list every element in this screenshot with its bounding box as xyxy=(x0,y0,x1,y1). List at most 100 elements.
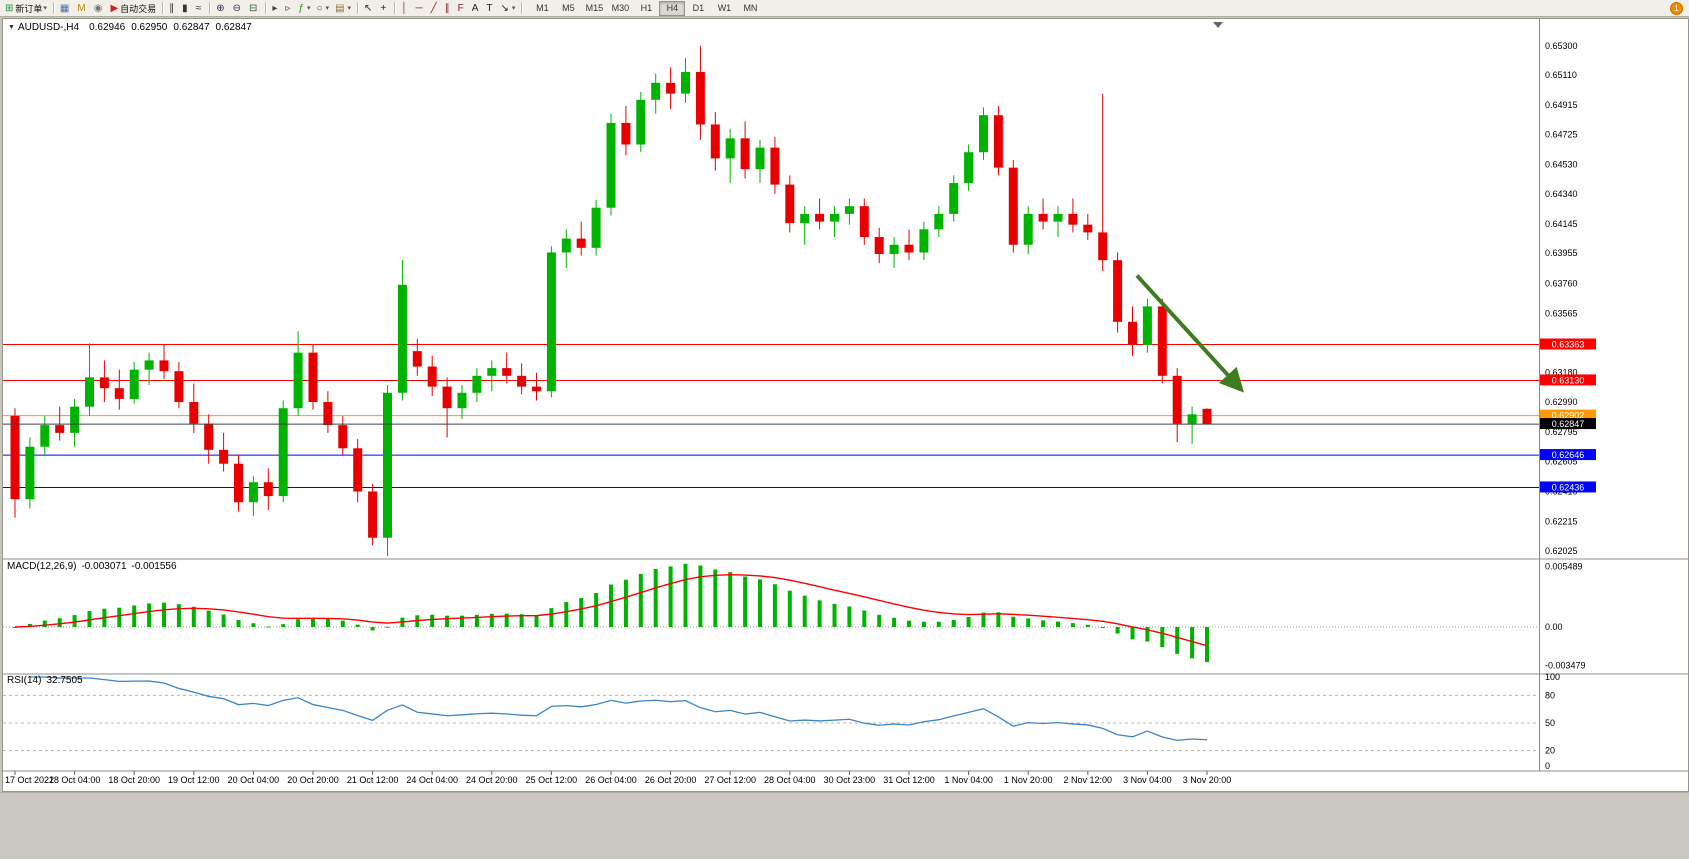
notification-badge[interactable]: 1 xyxy=(1670,1,1683,15)
toolbar: ⊞ 新订单 ▾ ▦ M ◉ ▶ 自动交易 ∥ ▮ ≈ ⊕ ⊖ ⊟ ▸ ▹ ƒ ▾ ○ ▾ ▤ ▾ ↖ + │ ─ ╱ ∥ F A T ↘ ▾ M1… xyxy=(0,0,1689,17)
trend-arrow[interactable] xyxy=(1135,274,1244,393)
timeframe-m30[interactable]: M30 xyxy=(611,2,630,13)
svg-text:3 Nov 04:00: 3 Nov 04:00 xyxy=(1123,775,1172,785)
svg-text:-0.003479: -0.003479 xyxy=(1545,660,1586,670)
equidistant-channel-icon[interactable]: ∥ xyxy=(442,1,455,15)
svg-text:80: 80 xyxy=(1545,690,1555,700)
candle-body xyxy=(204,423,214,450)
hline-price-tag xyxy=(1540,449,1596,461)
candle-body xyxy=(606,122,616,208)
svg-text:0.62795: 0.62795 xyxy=(1545,427,1578,437)
candle-body xyxy=(472,375,482,393)
timeframe-w1[interactable]: W1 xyxy=(717,2,732,13)
chart-window: 0.65300 0.65110 0.64915 0.64725 0.64530 0.643… xyxy=(2,18,1689,792)
timeframe-d1[interactable]: D1 xyxy=(692,2,705,13)
tile-windows-icon[interactable]: ⊟ xyxy=(246,1,262,15)
candle-body xyxy=(263,482,273,497)
arrows-icon[interactable]: ↘ ▾ xyxy=(498,1,519,15)
candle-body xyxy=(710,124,720,159)
candle-body xyxy=(1157,306,1167,376)
alerts-icon[interactable]: ◉ xyxy=(91,1,108,15)
chevron-down-icon[interactable]: ▾ xyxy=(43,5,47,12)
new-order-button[interactable]: ⊞ 新订单 ▾ xyxy=(2,1,50,15)
templates-icon[interactable]: ▤ ▾ xyxy=(332,1,354,15)
candle-body xyxy=(666,82,676,94)
svg-text:1 Nov 04:00: 1 Nov 04:00 xyxy=(944,775,993,785)
candlesticks xyxy=(10,45,1212,557)
chart-canvas[interactable]: 0.65300 0.65110 0.64915 0.64725 0.64530 0.643… xyxy=(3,19,1688,791)
status-area xyxy=(0,792,1689,859)
timeframe-m5[interactable]: M5 xyxy=(562,2,575,13)
toolbar-separator xyxy=(521,2,523,14)
macd-signal-line xyxy=(14,573,1208,647)
svg-text:0.62605: 0.62605 xyxy=(1545,456,1578,466)
cursor-icon[interactable]: ↖ xyxy=(361,1,377,15)
timeframe-m1[interactable]: M1 xyxy=(536,2,549,13)
auto-scroll-icon[interactable]: ▸ xyxy=(269,1,282,15)
candle-body xyxy=(576,238,586,248)
periods-icon[interactable]: ○ ▾ xyxy=(314,1,333,15)
candle-body xyxy=(1038,213,1048,222)
candle-body xyxy=(651,82,661,100)
candlestick-chart-icon: ▮ xyxy=(182,2,188,14)
svg-text:2 Nov 12:00: 2 Nov 12:00 xyxy=(1064,775,1113,785)
bar-chart-icon[interactable]: ∥ xyxy=(166,1,179,15)
timeframe-h4[interactable]: H4 xyxy=(659,0,686,16)
svg-text:0.63565: 0.63565 xyxy=(1545,308,1578,318)
autotrading-button[interactable]: ▶ 自动交易 xyxy=(107,1,159,15)
candle-body xyxy=(830,213,839,222)
text-icon[interactable]: A xyxy=(469,1,484,15)
candle-body xyxy=(442,386,452,409)
candle-body xyxy=(815,213,825,222)
candle-body xyxy=(755,147,765,170)
svg-text:0.62215: 0.62215 xyxy=(1545,517,1578,527)
vertical-line-icon: │ xyxy=(401,2,408,14)
svg-text:0.64145: 0.64145 xyxy=(1545,219,1578,229)
metaeditor-icon[interactable]: M xyxy=(74,1,90,15)
timeframe-mn[interactable]: MN xyxy=(743,2,758,13)
svg-text:0.64915: 0.64915 xyxy=(1545,100,1578,110)
toolbar-separator xyxy=(162,2,164,14)
svg-text:28 Oct 04:00: 28 Oct 04:00 xyxy=(764,775,816,785)
svg-text:24 Oct 20:00: 24 Oct 20:00 xyxy=(466,775,518,785)
zoom-in-icon[interactable]: ⊕ xyxy=(213,1,229,15)
svg-text:17 Oct 2022: 17 Oct 2022 xyxy=(5,775,54,785)
fibonacci-icon[interactable]: F xyxy=(455,1,469,15)
svg-text:0.62436: 0.62436 xyxy=(1552,482,1585,492)
candle-body xyxy=(844,206,854,214)
chart-shift-marker[interactable] xyxy=(1213,22,1223,28)
candle-body xyxy=(546,252,556,392)
chevron-down-icon[interactable]: ▾ xyxy=(306,5,311,12)
candle-body xyxy=(740,138,750,170)
trendline-icon[interactable]: ╱ xyxy=(428,1,442,15)
candle-body xyxy=(487,368,497,376)
zoom-in-icon: ⊕ xyxy=(216,2,225,14)
svg-text:0: 0 xyxy=(1545,761,1550,771)
label-icon[interactable]: T xyxy=(483,1,497,15)
crosshair-icon[interactable]: + xyxy=(377,1,391,15)
svg-text:0.005489: 0.005489 xyxy=(1545,562,1583,572)
chevron-down-icon[interactable]: ▾ xyxy=(325,5,330,12)
svg-text:0.62025: 0.62025 xyxy=(1545,546,1578,556)
horizontal-line-icon[interactable]: ─ xyxy=(413,1,428,15)
tile-windows-icon: ⊟ xyxy=(248,2,258,14)
chevron-down-icon[interactable]: ▾ xyxy=(511,5,516,12)
hline-price-tag xyxy=(1540,338,1596,350)
svg-text:0.65110: 0.65110 xyxy=(1545,70,1577,80)
candle-body xyxy=(532,386,541,392)
chart-shift-icon[interactable]: ▹ xyxy=(282,1,295,15)
indicators-icon[interactable]: ƒ ▾ xyxy=(295,1,313,15)
vertical-line-icon[interactable]: │ xyxy=(398,1,412,15)
charts-grid-icon[interactable]: ▦ xyxy=(57,1,74,15)
zoom-out-icon[interactable]: ⊖ xyxy=(230,1,246,15)
chevron-down-icon[interactable]: ▾ xyxy=(347,5,352,12)
timeframe-m15[interactable]: M15 xyxy=(585,2,604,13)
timeframe-h1[interactable]: H1 xyxy=(640,2,653,13)
candle-body xyxy=(1202,408,1212,425)
svg-text:0.64530: 0.64530 xyxy=(1545,160,1578,170)
line-chart-icon[interactable]: ≈ xyxy=(193,1,207,15)
candlestick-chart-icon[interactable]: ▮ xyxy=(179,1,193,15)
candle-body xyxy=(353,448,363,492)
candle-body xyxy=(70,406,80,433)
candle-body xyxy=(368,491,378,538)
